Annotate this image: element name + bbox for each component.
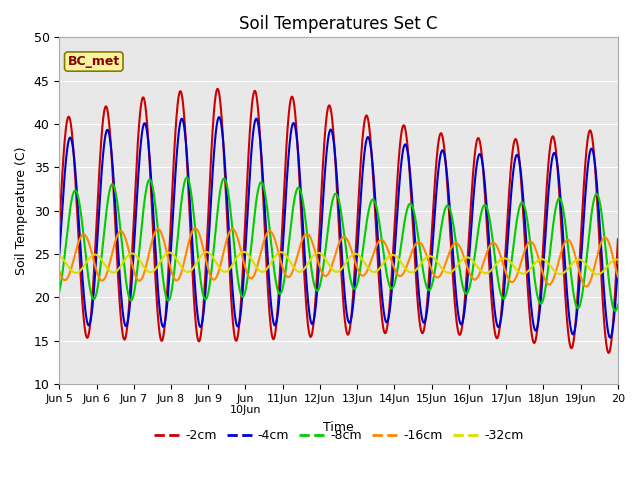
-16cm (495, 250, 503, 255)
Y-axis label: Soil Temperature (C): Soil Temperature (C) (15, 146, 28, 275)
-2cm (214, 86, 221, 92)
-8cm (611, 308, 619, 314)
-4cm (598, 254, 605, 260)
-16cm (56, 268, 63, 274)
-2cm (312, 283, 320, 289)
-4cm (495, 323, 503, 329)
-32cm (328, 265, 335, 271)
-8cm (598, 214, 606, 219)
-8cm (328, 204, 335, 210)
-32cm (312, 250, 320, 256)
-32cm (598, 269, 606, 275)
-4cm (215, 114, 223, 120)
-32cm (240, 249, 248, 255)
-2cm (605, 350, 612, 356)
-16cm (582, 284, 590, 289)
-16cm (614, 274, 622, 280)
-16cm (598, 237, 606, 243)
Text: BC_met: BC_met (68, 55, 120, 68)
-8cm (598, 212, 605, 217)
-4cm (312, 297, 320, 303)
-8cm (84, 270, 92, 276)
-2cm (614, 236, 622, 242)
Line: -8cm: -8cm (60, 178, 618, 311)
-32cm (84, 257, 92, 263)
-16cm (84, 237, 92, 243)
Line: -16cm: -16cm (60, 228, 618, 287)
-4cm (614, 263, 622, 268)
Legend: -2cm, -4cm, -8cm, -16cm, -32cm: -2cm, -4cm, -8cm, -16cm, -32cm (148, 424, 529, 447)
-32cm (614, 257, 622, 263)
-8cm (614, 301, 622, 307)
-8cm (312, 288, 320, 293)
-2cm (598, 282, 605, 288)
-4cm (598, 258, 606, 264)
-2cm (598, 287, 606, 292)
-4cm (328, 127, 335, 133)
-8cm (56, 289, 63, 295)
-4cm (84, 321, 92, 327)
-16cm (191, 226, 199, 231)
-32cm (495, 258, 503, 264)
-8cm (183, 175, 191, 180)
Title: Soil Temperatures Set C: Soil Temperatures Set C (239, 15, 438, 33)
-2cm (328, 109, 335, 115)
-2cm (56, 225, 63, 231)
-16cm (312, 253, 320, 259)
-2cm (495, 326, 503, 332)
-4cm (56, 252, 63, 258)
-4cm (606, 335, 614, 340)
-8cm (495, 285, 503, 291)
-2cm (84, 335, 92, 340)
-32cm (56, 253, 63, 259)
-16cm (598, 238, 606, 243)
-16cm (328, 264, 335, 270)
X-axis label: Time: Time (323, 421, 354, 434)
Line: -4cm: -4cm (60, 117, 618, 337)
-32cm (594, 272, 602, 277)
Line: -2cm: -2cm (60, 89, 618, 353)
Line: -32cm: -32cm (60, 252, 618, 275)
-32cm (598, 269, 606, 275)
